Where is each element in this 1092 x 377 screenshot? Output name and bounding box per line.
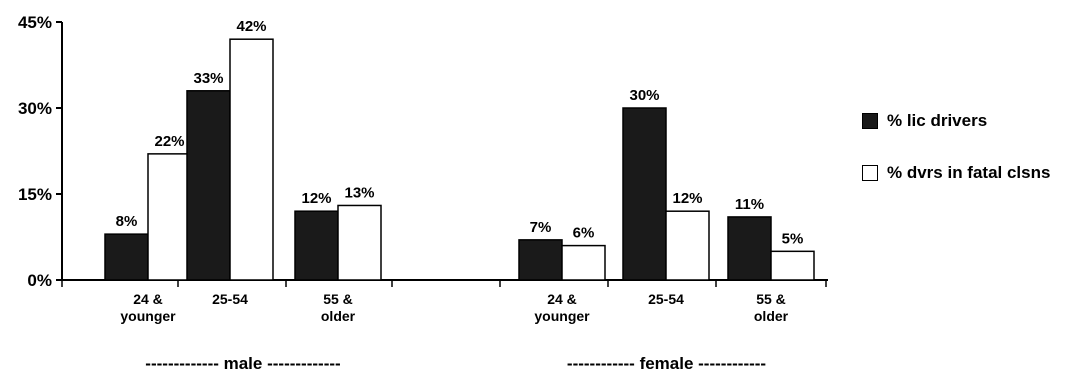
- category-label: 24 &: [133, 291, 163, 307]
- bar: [518, 239, 563, 281]
- data-label: 33%: [193, 70, 223, 87]
- y-tick-label: 0%: [27, 271, 52, 290]
- legend-swatch-lic-drivers: [862, 113, 878, 129]
- legend: % lic drivers % dvrs in fatal clsns: [862, 110, 1050, 214]
- group-label: ------------- male -------------: [145, 354, 340, 373]
- bar: [186, 90, 231, 281]
- data-label: 22%: [154, 133, 184, 150]
- category-label: 25-54: [212, 291, 248, 307]
- category-label: older: [754, 308, 789, 324]
- data-label: 8%: [116, 213, 138, 230]
- bar: [294, 210, 339, 281]
- legend-label-lic-drivers: % lic drivers: [887, 111, 988, 130]
- category-label: older: [321, 308, 356, 324]
- data-label: 5%: [782, 230, 804, 247]
- category-label: 24 &: [547, 291, 577, 307]
- bar: [147, 153, 192, 281]
- legend-label-fatal-clsns: % dvrs in fatal clsns: [887, 163, 1051, 182]
- legend-swatch-fatal-clsns: [862, 165, 878, 181]
- data-label: 7%: [530, 219, 552, 236]
- data-label: 12%: [672, 190, 702, 207]
- bar: [665, 210, 710, 281]
- legend-item-lic-drivers: % lic drivers: [862, 110, 1050, 132]
- data-label: 6%: [573, 225, 595, 242]
- y-tick-label: 45%: [18, 13, 52, 32]
- data-label: 13%: [344, 184, 374, 201]
- bar: [770, 250, 815, 281]
- data-label: 12%: [301, 190, 331, 207]
- bar: [561, 244, 606, 281]
- category-label: younger: [120, 308, 176, 324]
- bar: [104, 233, 149, 281]
- category-label: 55 &: [756, 291, 786, 307]
- bar: [337, 204, 382, 281]
- category-label: younger: [534, 308, 590, 324]
- category-label: 25-54: [648, 291, 684, 307]
- bar: [229, 38, 274, 281]
- data-label: 30%: [629, 87, 659, 104]
- legend-item-fatal-clsns: % dvrs in fatal clsns: [862, 162, 1050, 184]
- y-tick-label: 15%: [18, 185, 52, 204]
- group-label: ------------ female ------------: [567, 354, 766, 373]
- category-label: 55 &: [323, 291, 353, 307]
- data-label: 42%: [236, 18, 266, 35]
- bar: [622, 107, 667, 281]
- y-tick-label: 30%: [18, 99, 52, 118]
- bar: [727, 216, 772, 281]
- data-label: 11%: [735, 196, 764, 213]
